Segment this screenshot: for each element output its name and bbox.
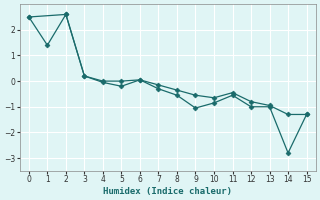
X-axis label: Humidex (Indice chaleur): Humidex (Indice chaleur) <box>103 187 232 196</box>
